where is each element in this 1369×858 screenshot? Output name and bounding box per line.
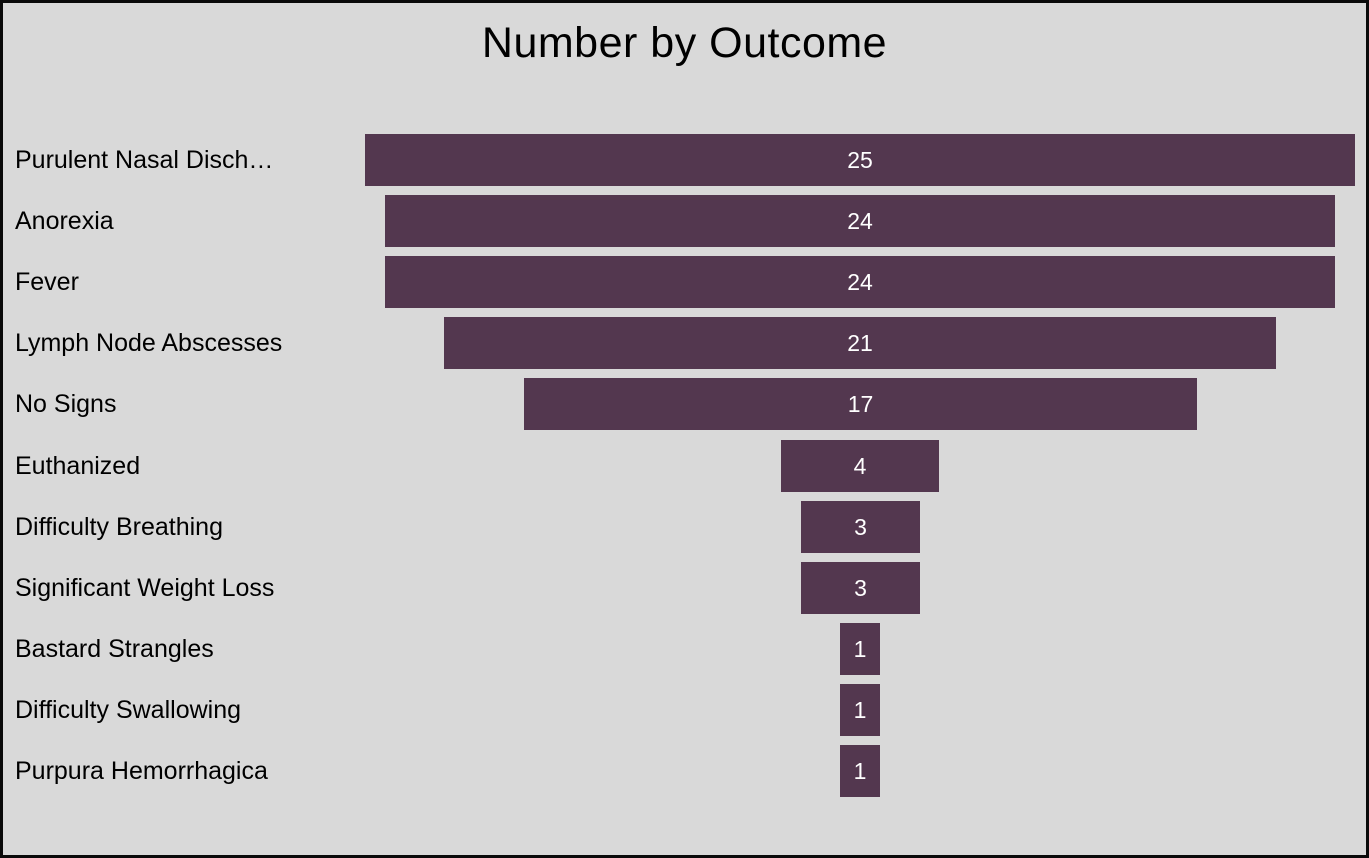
category-label: Difficulty Swallowing <box>15 695 242 724</box>
funnel-bar[interactable]: 1 <box>840 623 880 675</box>
category-label: Difficulty Breathing <box>15 512 223 541</box>
funnel-bar[interactable]: 4 <box>781 440 939 492</box>
category-label: Significant Weight Loss <box>15 573 275 602</box>
category-label: Fever <box>15 267 79 296</box>
category-label: Purulent Nasal Disch… <box>15 145 274 174</box>
funnel-bar[interactable]: 24 <box>385 195 1335 247</box>
bar-value-label: 3 <box>854 574 867 601</box>
funnel-bar[interactable]: 24 <box>385 256 1335 308</box>
bar-value-label: 1 <box>853 635 867 662</box>
funnel-bar[interactable]: 17 <box>524 378 1197 430</box>
bar-value-label: 4 <box>853 452 867 479</box>
category-label: Lymph Node Abscesses <box>15 328 283 357</box>
category-label: Anorexia <box>15 206 114 235</box>
funnel-bar[interactable]: 3 <box>801 501 920 553</box>
funnel-bar[interactable]: 1 <box>840 745 880 797</box>
bar-value-label: 1 <box>853 757 867 784</box>
funnel-bar[interactable]: 21 <box>444 317 1276 369</box>
category-label: Bastard Strangles <box>15 634 214 663</box>
bar-value-label: 25 <box>847 146 873 173</box>
bar-value-label: 1 <box>853 696 867 723</box>
funnel-bar[interactable]: 25 <box>365 134 1355 186</box>
chart-title: Number by Outcome <box>481 19 888 67</box>
bar-value-label: 24 <box>847 207 873 234</box>
funnel-bar[interactable]: 1 <box>840 684 880 736</box>
bar-value-label: 24 <box>847 268 873 295</box>
category-label: Euthanized <box>15 451 141 480</box>
plot-area: Purulent Nasal Disch… 25 Anorexia 24 Fever 24… <box>3 3 1366 855</box>
category-label: No Signs <box>15 389 117 418</box>
bar-value-label: 21 <box>847 329 873 356</box>
bar-value-label: 3 <box>854 513 867 540</box>
bar-value-label: 17 <box>847 390 874 417</box>
funnel-bar[interactable]: 3 <box>801 562 920 614</box>
category-label: Purpura Hemorrhagica <box>15 756 268 785</box>
